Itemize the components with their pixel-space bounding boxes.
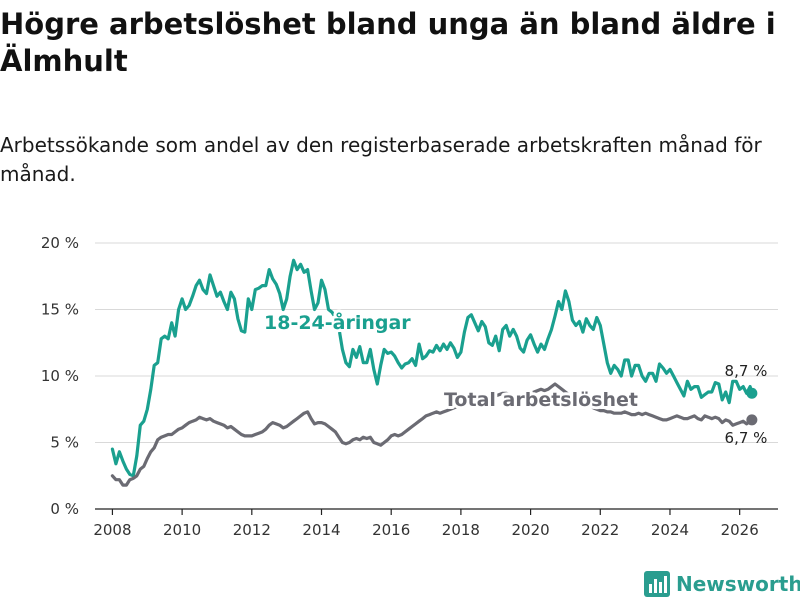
x-tick-label: 2020 — [511, 521, 549, 539]
end-point-youth — [746, 387, 758, 399]
logo-text: Newsworthy — [676, 572, 800, 596]
y-tick-label: 5 % — [50, 434, 79, 452]
series-label-total-text: Total arbetslöshet — [444, 389, 638, 411]
end-value-label-youth: 8,7 % — [725, 362, 768, 380]
x-tick-label: 2012 — [233, 521, 271, 539]
chart-subtitle: Arbetssökande som andel av den registerb… — [0, 133, 762, 186]
chart-title: Högre arbetslöshet bland unga än bland ä… — [0, 7, 776, 78]
series-line-total — [110, 382, 754, 487]
x-tick-label: 2014 — [302, 521, 340, 539]
y-tick-label: 15 % — [41, 301, 79, 319]
x-tick-label: 2024 — [651, 521, 689, 539]
x-tick-label: 2016 — [372, 521, 410, 539]
y-tick-label: 0 % — [50, 500, 79, 518]
y-tick-label: 20 % — [41, 234, 79, 252]
series-label-youth-halo: 18-24-åringar — [264, 310, 411, 334]
end-point-total — [746, 414, 758, 426]
x-tick-label: 2010 — [163, 521, 201, 539]
series-label-total-halo: Total arbetslöshet — [444, 389, 638, 411]
x-tick-label: 2008 — [93, 521, 131, 539]
end-value-label-total: 6,7 % — [725, 429, 768, 447]
newsworthy-logo: Newsworthy — [644, 569, 800, 599]
y-tick-label: 10 % — [41, 367, 79, 385]
series-label-youth-text: 18-24-åringar — [264, 310, 411, 334]
x-tick-label: 2022 — [581, 521, 619, 539]
x-tick-label: 2018 — [442, 521, 480, 539]
bar-chart-logo-icon — [644, 571, 670, 597]
series-line-youth — [110, 258, 754, 478]
x-tick-label: 2026 — [721, 521, 759, 539]
